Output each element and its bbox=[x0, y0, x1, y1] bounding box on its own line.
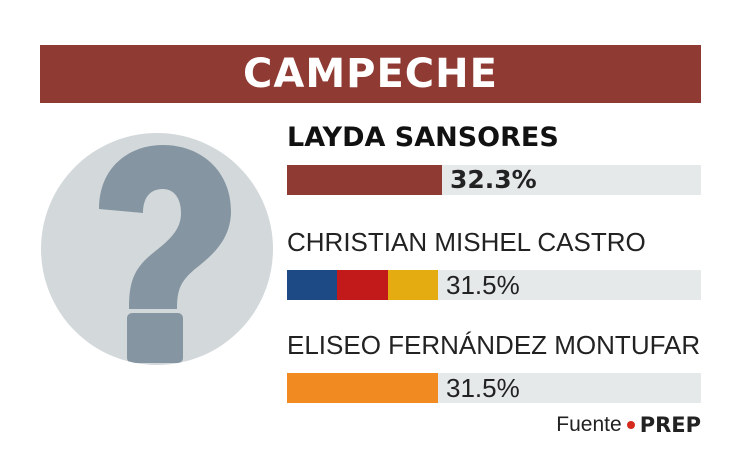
bar-segment bbox=[387, 270, 438, 300]
page-title: CAMPECHE bbox=[243, 51, 498, 97]
candidate-name: CHRISTIAN MISHEL CASTRO bbox=[287, 227, 646, 257]
bar-segment bbox=[287, 373, 438, 403]
bar bbox=[287, 165, 442, 195]
bar bbox=[287, 373, 438, 403]
avatar bbox=[41, 133, 273, 365]
data-label: 31.5% bbox=[446, 373, 520, 403]
source-label: Fuente bbox=[556, 413, 622, 436]
data-label: 31.5% bbox=[446, 270, 520, 300]
candidate-name: LAYDA SANSORES bbox=[287, 122, 559, 153]
source-name: PREP bbox=[639, 413, 701, 437]
title-banner: CAMPECHE bbox=[40, 45, 701, 103]
bar-track bbox=[287, 165, 701, 195]
bar-segment bbox=[287, 165, 442, 195]
bar-segment bbox=[337, 270, 388, 300]
bar bbox=[287, 270, 438, 300]
question-mark-icon bbox=[99, 145, 231, 363]
candidate-name: ELISEO FERNÁNDEZ MONTUFAR bbox=[287, 330, 701, 360]
data-label: 32.3% bbox=[450, 165, 537, 194]
bar-track bbox=[287, 270, 701, 300]
source-credit: Fuente PREP bbox=[556, 413, 701, 437]
bar-segment bbox=[287, 270, 338, 300]
bullet-dot-icon bbox=[626, 421, 635, 429]
bar-track bbox=[287, 373, 701, 403]
